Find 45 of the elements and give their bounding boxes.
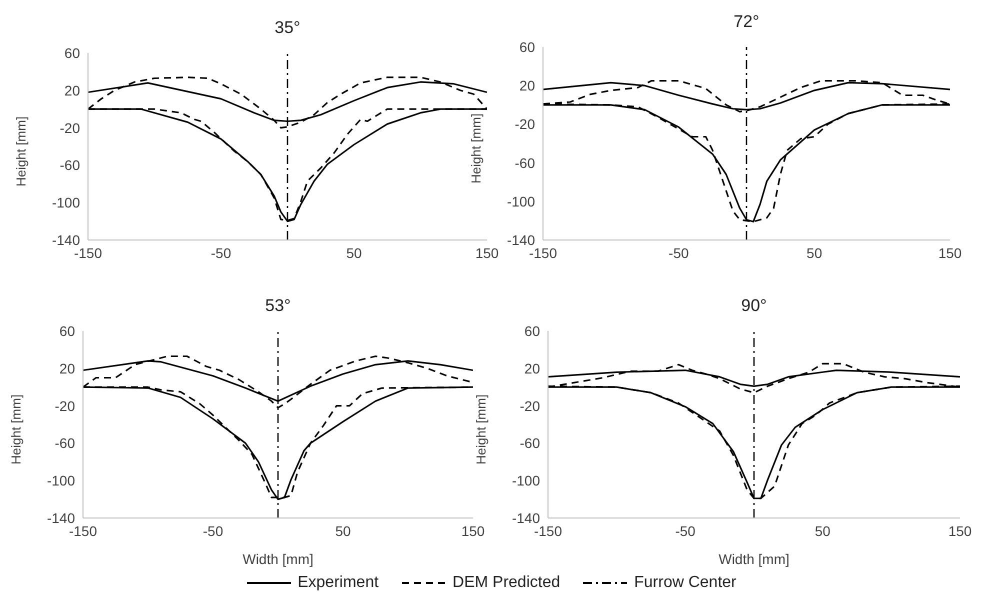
y-tick-label: -20 <box>54 398 76 414</box>
y-axis-title: Height [mm] <box>14 116 29 186</box>
chart-title: 72° <box>706 12 786 32</box>
y-tick-label: -20 <box>60 120 80 136</box>
y-tick-label: -60 <box>520 435 540 452</box>
x-tick-label: 150 <box>461 522 485 539</box>
chart-title: 90° <box>714 296 794 316</box>
y-tick-label: 20 <box>519 78 536 94</box>
y-tick-label: 20 <box>524 360 540 376</box>
x-tick-label: 150 <box>948 522 972 539</box>
legend-label: Furrow Center <box>634 574 736 592</box>
y-tick-label: -60 <box>54 435 76 452</box>
chart-title: 35° <box>248 18 328 38</box>
y-axis-title: Height [mm] <box>474 394 489 464</box>
x-tick-label: -50 <box>668 244 689 261</box>
y-tick-label: -100 <box>46 472 76 489</box>
y-tick-label: -60 <box>60 157 80 174</box>
x-tick-label: -50 <box>210 244 232 261</box>
y-tick-label: 60 <box>524 322 540 339</box>
y-tick-label: 20 <box>59 360 76 376</box>
y-tick-label: 20 <box>64 82 80 98</box>
x-tick-label: 50 <box>346 244 362 261</box>
y-tick-label: -100 <box>52 194 80 211</box>
y-axis-title: Height [mm] <box>8 394 24 464</box>
y-tick-label: 60 <box>519 38 536 55</box>
y-axis-title: Height [mm] <box>468 113 484 184</box>
legend-label: DEM Predicted <box>452 574 560 592</box>
y-tick-label: -100 <box>512 472 540 489</box>
x-tick-label: 50 <box>806 244 822 261</box>
y-tick-label: -60 <box>514 154 536 171</box>
y-tick-label: -100 <box>506 193 536 210</box>
x-axis-title: Width [mm] <box>718 551 790 567</box>
x-tick-label: 50 <box>335 522 351 539</box>
y-tick-label: -20 <box>514 116 536 132</box>
chart-title: 53° <box>238 296 318 316</box>
x-tick-label: -50 <box>202 522 224 539</box>
x-tick-label: 150 <box>475 244 499 261</box>
x-tick-label: -50 <box>675 522 696 539</box>
y-tick-label: 60 <box>64 44 80 61</box>
x-tick-label: 50 <box>814 522 831 539</box>
y-tick-label: -20 <box>520 398 540 414</box>
x-tick-label: 150 <box>938 244 962 261</box>
legend-label: Experiment <box>298 574 379 592</box>
x-axis-title: Width [mm] <box>242 551 314 567</box>
y-tick-label: 60 <box>59 322 76 339</box>
